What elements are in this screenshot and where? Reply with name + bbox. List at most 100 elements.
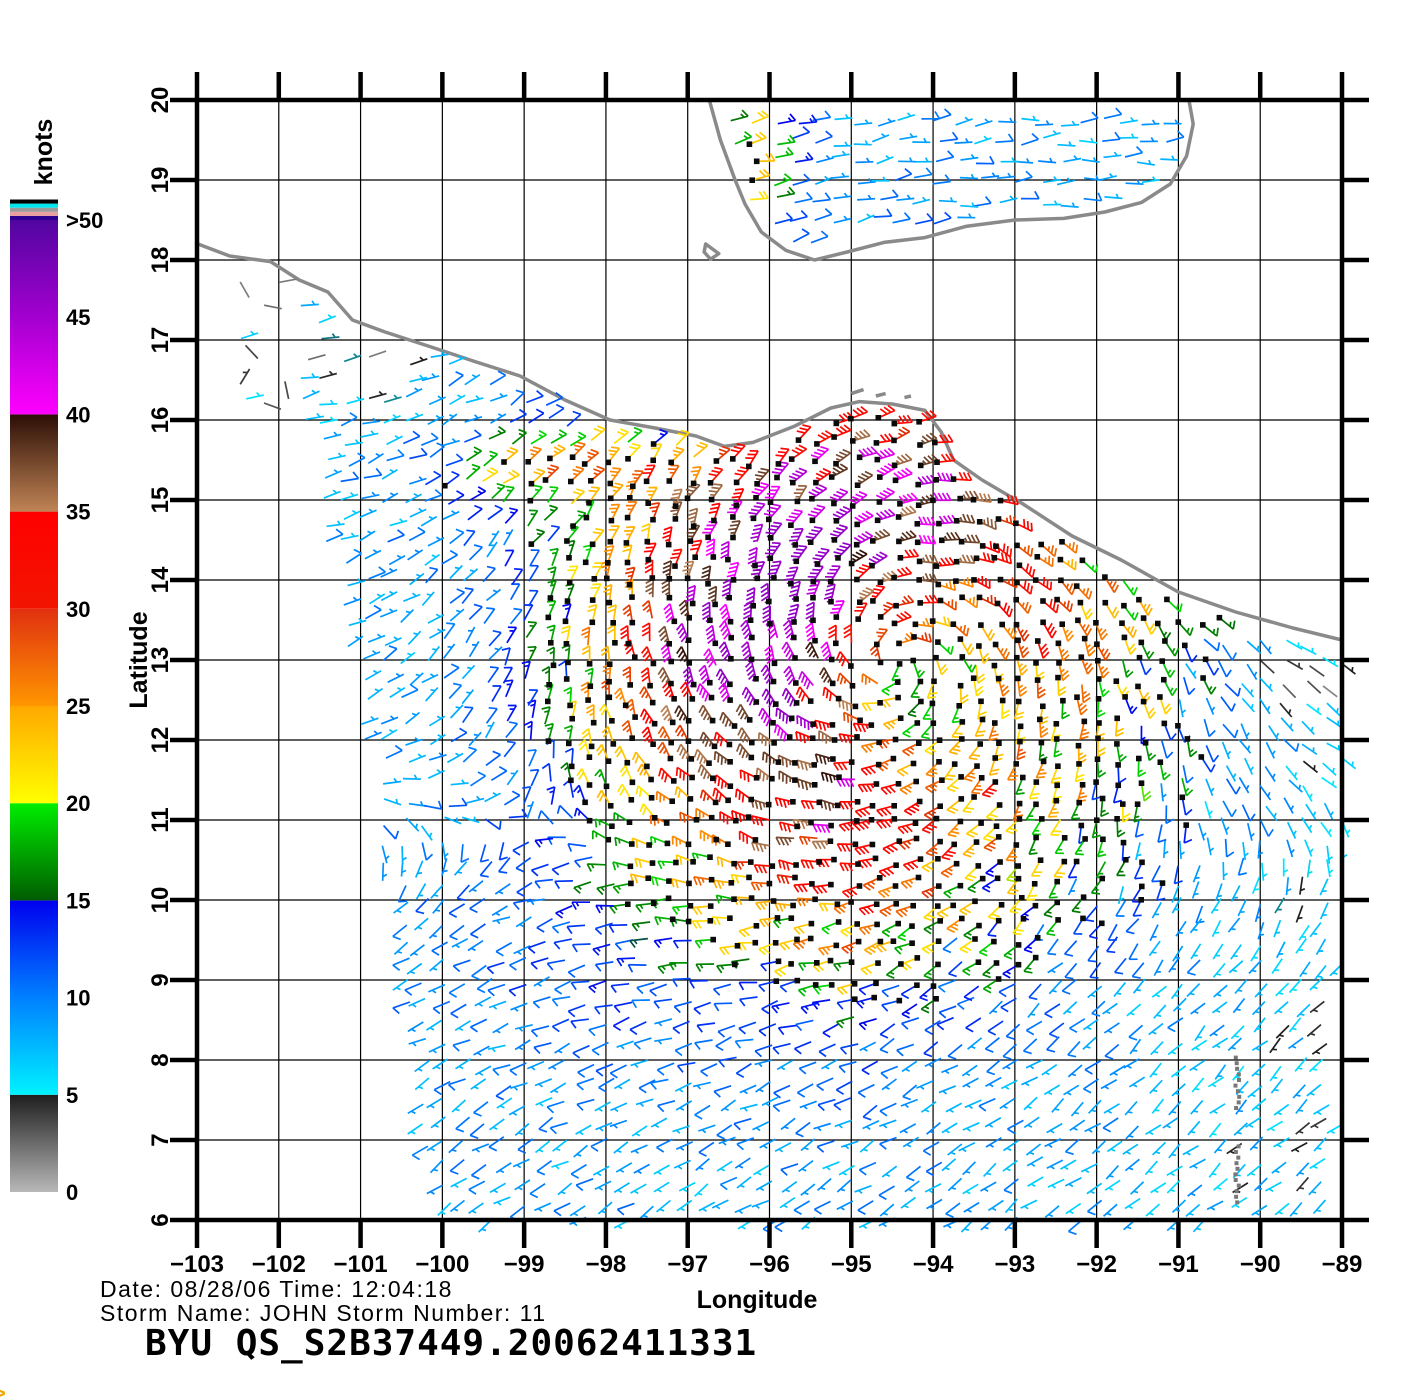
wind-barbs bbox=[779, 979, 798, 993]
wind-barbs bbox=[601, 678, 611, 698]
y-tick-label: 10 bbox=[147, 887, 174, 914]
wind-barbs bbox=[880, 570, 899, 584]
wind-barbs bbox=[912, 660, 1059, 937]
wind-barbs bbox=[694, 663, 901, 949]
wind-barbs bbox=[547, 566, 557, 585]
wind-barbs bbox=[613, 428, 858, 937]
wind-barbs bbox=[560, 762, 1058, 1014]
wind-barbs bbox=[836, 672, 854, 687]
wind-barbs bbox=[1015, 599, 1032, 614]
wind-barbs bbox=[898, 492, 918, 505]
wind-barbs bbox=[788, 467, 808, 484]
wind-barbs bbox=[392, 107, 1247, 1176]
wind-barbs bbox=[792, 585, 1093, 951]
wind-barbs bbox=[490, 117, 1144, 1211]
colorbar-tick-label: 10 bbox=[66, 986, 90, 1011]
wind-barbs bbox=[240, 330, 259, 340]
colorbar-tick-label: 30 bbox=[66, 597, 90, 622]
x-tick-label: −93 bbox=[994, 1251, 1035, 1278]
wind-barbs bbox=[408, 133, 1045, 1182]
wind-barbs bbox=[584, 448, 1046, 699]
wind-barbs bbox=[547, 486, 559, 503]
wind-barbs bbox=[546, 819, 1274, 1114]
wind-barbs bbox=[563, 724, 979, 977]
y-axis-title: Latitude bbox=[125, 611, 153, 708]
wind-barbs bbox=[1207, 639, 1310, 1088]
wind-barbs bbox=[612, 882, 632, 894]
wind-barbs bbox=[538, 150, 1174, 1133]
wind-barbs bbox=[468, 131, 1194, 1152]
missing-data-dot bbox=[1236, 1072, 1241, 1077]
wind-barbs bbox=[469, 173, 1236, 1101]
y-tick-label: 14 bbox=[147, 566, 174, 593]
wind-barbs bbox=[869, 644, 882, 663]
wind-barbs bbox=[983, 640, 1030, 852]
colorbar-tick-label: 0 bbox=[66, 1180, 78, 1205]
x-tick-label: −100 bbox=[415, 1251, 469, 1278]
wind-barbs bbox=[919, 432, 938, 446]
wind-barbs bbox=[641, 444, 1050, 833]
wind-barbs bbox=[492, 172, 1248, 1232]
wind-barbs bbox=[979, 517, 997, 531]
footer-storm-info: Storm Name: JOHN Storm Number: 11 bbox=[100, 1300, 547, 1326]
wind-barbs bbox=[573, 881, 592, 894]
wind-barbs bbox=[437, 817, 1313, 1230]
wind-barbs bbox=[685, 584, 697, 604]
wind-barbs bbox=[407, 200, 1183, 1212]
wind-barbs bbox=[393, 842, 1292, 1217]
missing-data-dot bbox=[1235, 1089, 1240, 1094]
wind-barbs bbox=[893, 426, 911, 442]
wind-barbs bbox=[627, 426, 643, 443]
wind-barbs bbox=[1166, 645, 1317, 1194]
wind-barbs bbox=[382, 750, 1241, 1032]
wind-barbs bbox=[873, 208, 893, 218]
wind-barbs bbox=[483, 450, 735, 904]
wind-barbs bbox=[592, 562, 962, 793]
wind-barbs bbox=[1191, 859, 1334, 1093]
wind-barbs bbox=[619, 442, 1085, 954]
wind-barbs bbox=[798, 670, 814, 690]
wind-barbs bbox=[919, 554, 939, 564]
wind-barb-field bbox=[239, 107, 1357, 1236]
wind-barbs bbox=[649, 814, 914, 918]
colorbar-segment bbox=[10, 414, 58, 512]
wind-barbs bbox=[994, 644, 1011, 661]
y-tick-label: 19 bbox=[147, 167, 174, 194]
wind-barbs bbox=[925, 761, 940, 778]
wind-barbs bbox=[719, 711, 736, 727]
wind-barbs bbox=[361, 491, 1203, 1197]
wind-barbs bbox=[456, 403, 1084, 1073]
wind-barbs bbox=[738, 981, 877, 996]
wind-barbs bbox=[751, 481, 770, 499]
wind-barbs bbox=[655, 790, 816, 907]
wind-barbs bbox=[703, 561, 740, 668]
wind-barbs bbox=[785, 509, 804, 526]
colorbar-over-range-stripe bbox=[10, 199, 58, 204]
wind-barbs bbox=[719, 603, 732, 624]
wind-barbs bbox=[409, 155, 1344, 1206]
wind-barbs bbox=[782, 619, 795, 641]
wind-barbs bbox=[693, 656, 1094, 886]
wind-barbs bbox=[482, 467, 1020, 921]
wind-barbs bbox=[1016, 544, 1034, 558]
wind-barbs bbox=[805, 601, 815, 622]
wind-barbs bbox=[318, 314, 1314, 1217]
wind-barbs bbox=[323, 392, 1303, 1191]
wind-barbs bbox=[389, 133, 1139, 1176]
y-tick-label: 16 bbox=[147, 407, 174, 434]
wind-barbs bbox=[433, 132, 1039, 1096]
wind-barbs bbox=[279, 278, 298, 284]
colorbar-tick-label: 20 bbox=[66, 791, 90, 816]
wind-barbs bbox=[407, 136, 1246, 1193]
wind-barbs bbox=[239, 281, 250, 299]
wind-barbs bbox=[857, 470, 981, 544]
wind-barbs bbox=[345, 192, 1262, 1191]
wind-barbs bbox=[642, 464, 1053, 818]
wind-barbs bbox=[363, 192, 832, 1154]
wind-barbs bbox=[596, 883, 615, 896]
wind-barbs bbox=[776, 186, 1126, 838]
wind-barbs bbox=[658, 409, 938, 899]
wind-barbs bbox=[246, 391, 1351, 1132]
wind-barbs bbox=[580, 681, 896, 899]
wind-barbs bbox=[566, 410, 1220, 1015]
